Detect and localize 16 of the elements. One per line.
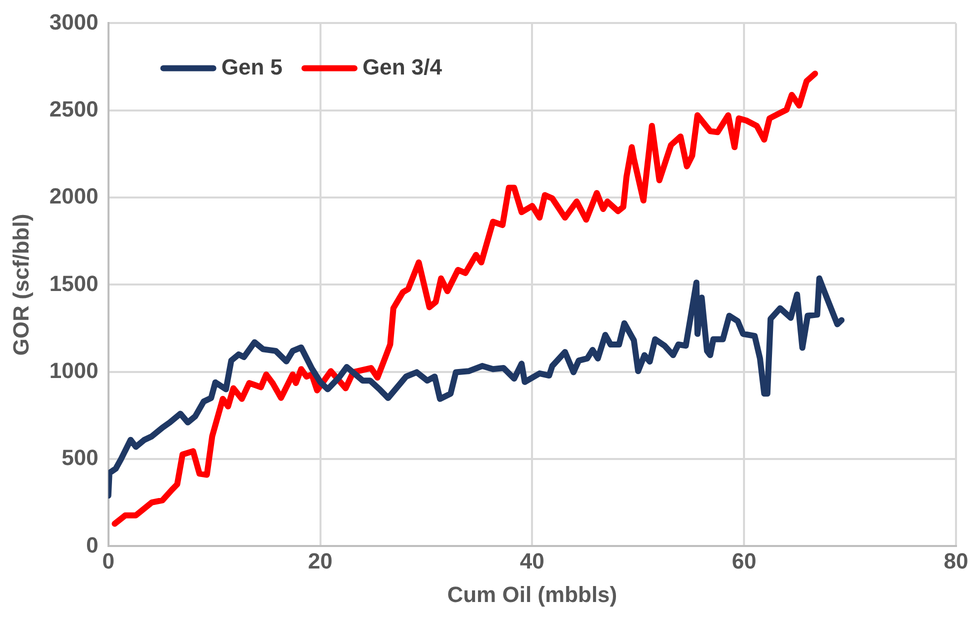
- y-axis-title: GOR (scf/bbl): [8, 214, 34, 356]
- legend-label: Gen 5: [221, 54, 282, 80]
- legend-label: Gen 3/4: [362, 54, 443, 80]
- x-axis-title: Cum Oil (mbbls): [447, 582, 618, 607]
- y-tick-label: 0: [86, 532, 98, 558]
- y-tick-label: 1500: [49, 270, 98, 296]
- y-tick-label: 2000: [49, 184, 98, 209]
- x-tick-label: 60: [732, 548, 756, 574]
- x-tick-label: 20: [308, 548, 332, 574]
- y-tick-label: 1000: [49, 358, 98, 383]
- y-tick-label: 3000: [49, 9, 98, 34]
- x-tick-label: 80: [944, 548, 968, 574]
- y-tick-label: 500: [62, 445, 98, 470]
- x-tick-label: 0: [102, 548, 114, 574]
- x-tick-label: 40: [520, 548, 544, 574]
- y-tick-label: 2500: [49, 96, 98, 122]
